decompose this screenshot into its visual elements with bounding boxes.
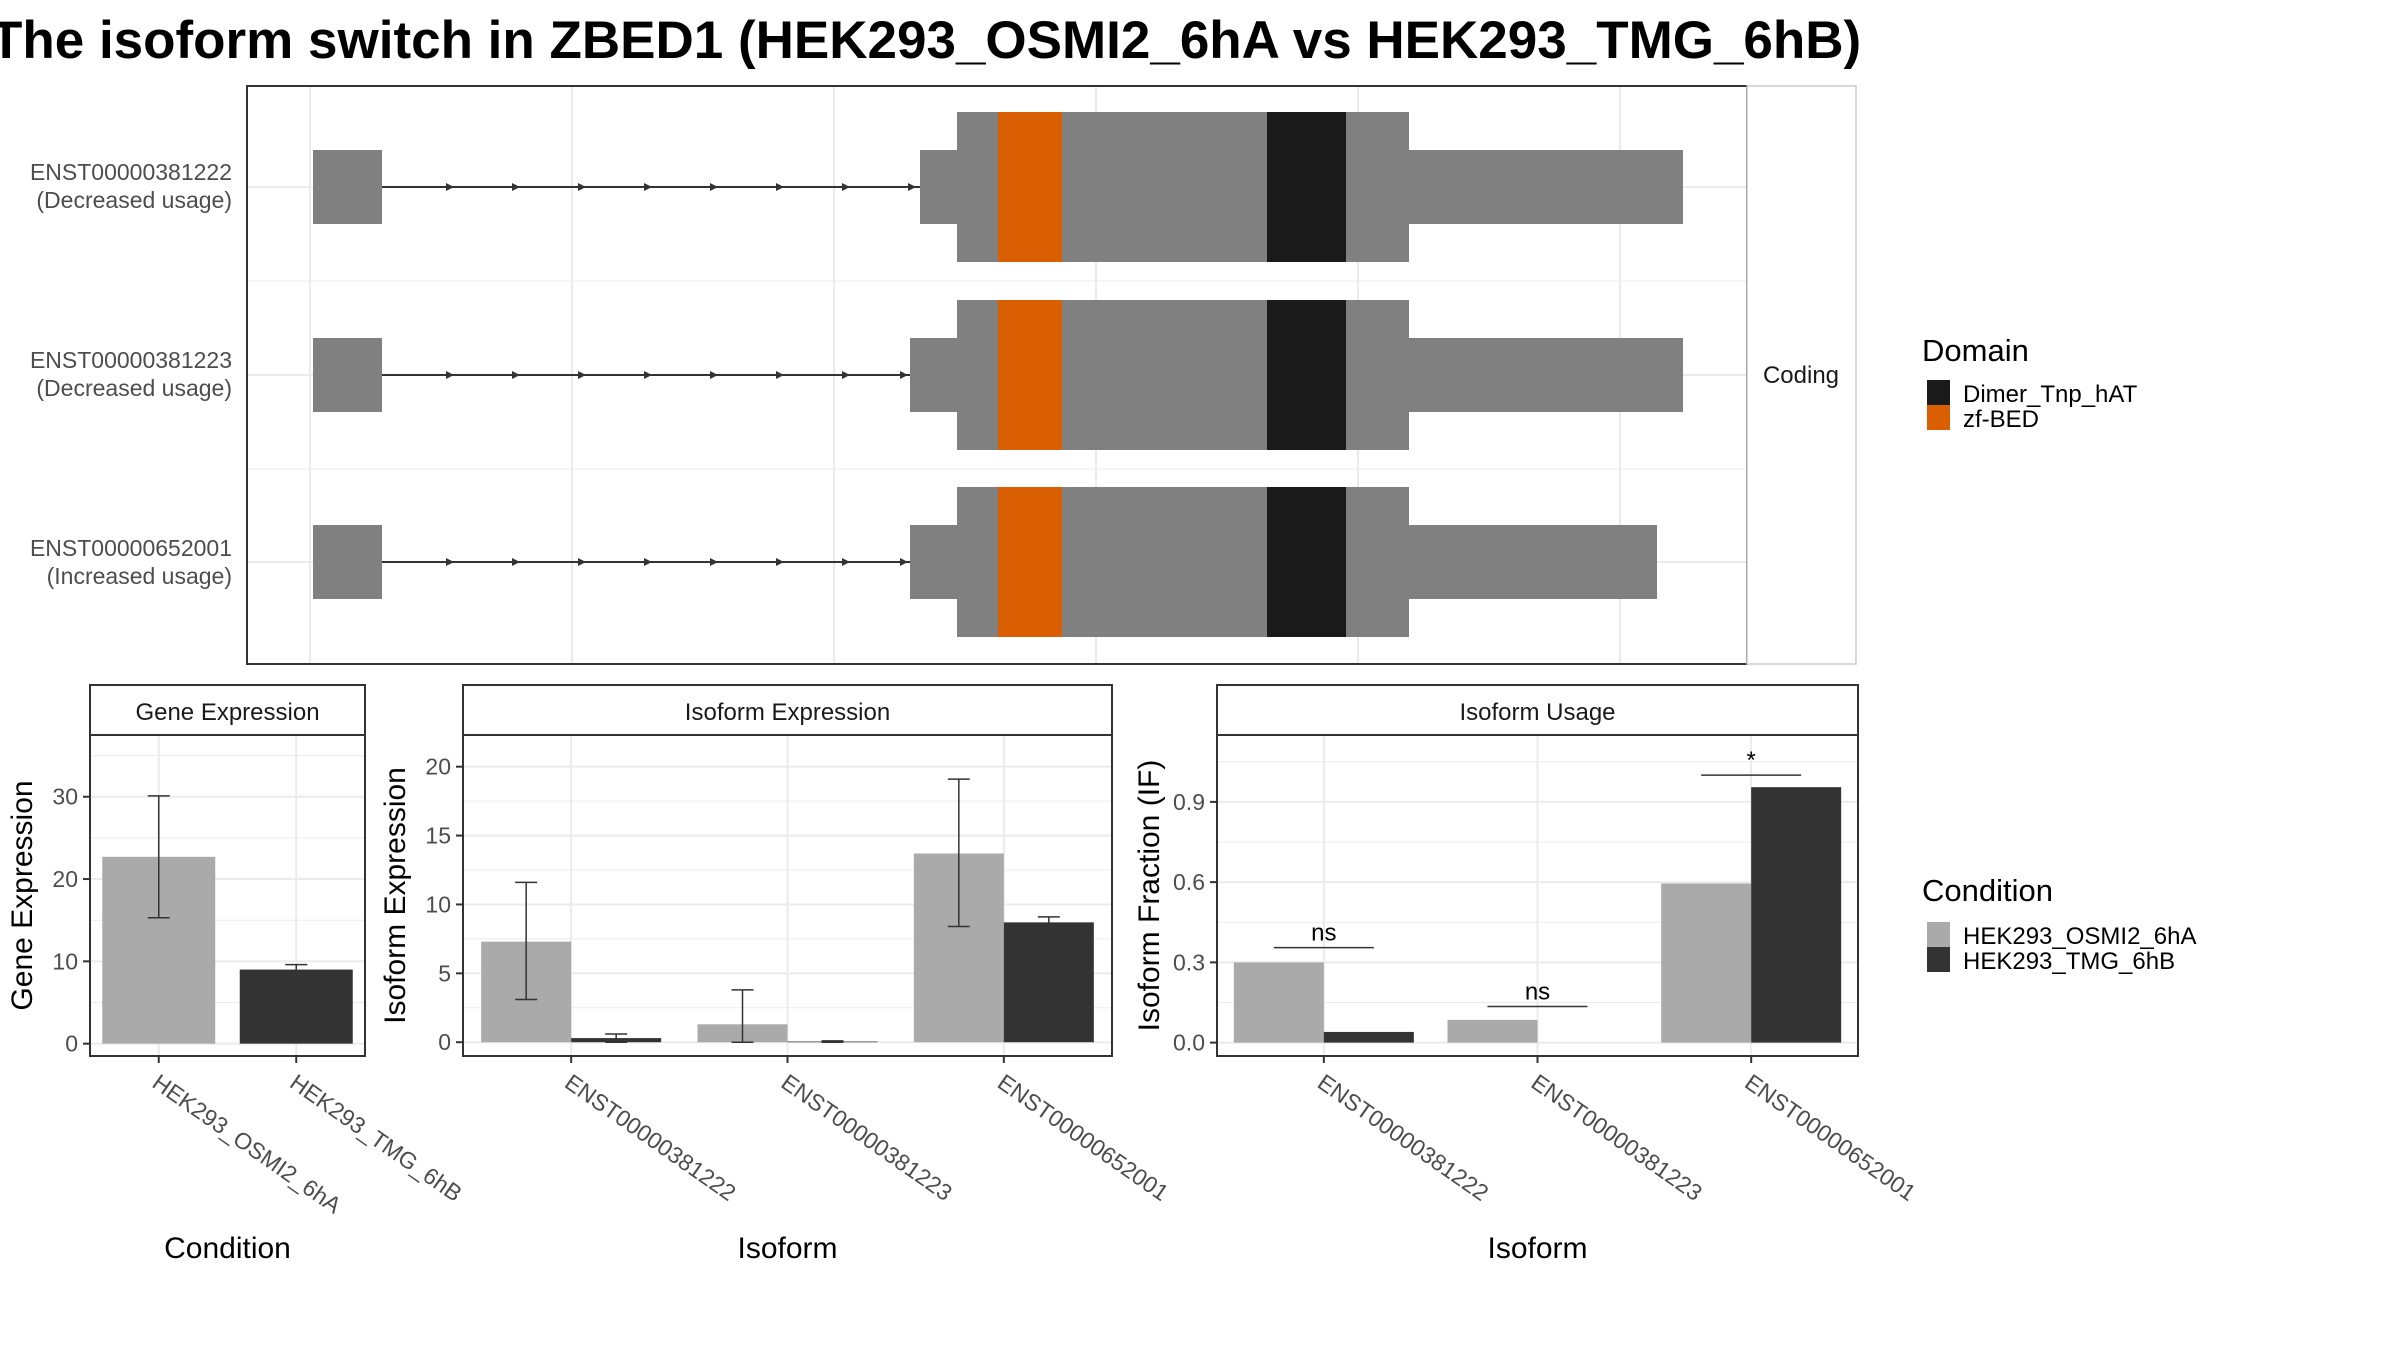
bar-ENST00000381223-HEK293_OSMI2_6hA [1447, 1019, 1538, 1043]
legend-key-dimer [1927, 380, 1950, 405]
facet-strip-label: Gene Expression [135, 699, 319, 726]
transcript-label-usage: (Decreased usage) [36, 375, 232, 401]
x-tick-label: ENST00000381223 [1527, 1069, 1707, 1206]
x-axis-title: Condition [164, 1232, 291, 1265]
zf-bed-domain [998, 487, 1062, 637]
x-tick-label: ENST00000381222 [560, 1069, 740, 1206]
transcript-label-id: ENST00000652001 [30, 535, 232, 561]
y-tick-label: 0.3 [1173, 949, 1205, 975]
bar-ENST00000381222-HEK293_TMG_6hB [1323, 1031, 1414, 1043]
transcript-label-usage: (Decreased usage) [36, 187, 232, 213]
structure-panel: Coding ENST00000381222 (Decreased usage)… [30, 85, 1857, 665]
intron-arrows [446, 371, 908, 379]
bar-ENST00000652001-HEK293_TMG_6hB [1003, 922, 1094, 1043]
zf-bed-domain [998, 112, 1062, 262]
transcript-ENST00000381222 [313, 112, 1683, 262]
y-axis-title: Isoform Expression [379, 767, 412, 1024]
facet-strip-label: Isoform Usage [1459, 699, 1615, 726]
facet-label-coding: Coding [1763, 362, 1839, 389]
y-tick-label: 20 [425, 754, 451, 780]
significance-label: ns [1525, 979, 1550, 1006]
x-tick-label: ENST00000652001 [993, 1069, 1173, 1206]
bar-ENST00000652001-HEK293_TMG_6hB [1751, 787, 1842, 1043]
x-tick-label: ENST00000381222 [1313, 1069, 1493, 1206]
facet-strip-label: Isoform Expression [685, 699, 890, 726]
domain-legend-title: Domain [1922, 333, 2029, 368]
y-tick-label: 0.0 [1173, 1030, 1205, 1056]
utr-exon [910, 338, 957, 412]
y-tick-label: 5 [438, 960, 451, 986]
x-tick-label: ENST00000652001 [1740, 1069, 1920, 1206]
utr-exon [1409, 525, 1657, 599]
dimer-tnp-hat-domain [1267, 300, 1346, 450]
x-tick-label: ENST00000381223 [777, 1069, 957, 1206]
structure-facet-strip [1746, 85, 1857, 665]
dimer-tnp-hat-domain [1267, 112, 1346, 262]
transcript-label-id: ENST00000381223 [30, 347, 232, 373]
x-axis-title: Isoform [1487, 1232, 1587, 1265]
legend-label-osmi: HEK293_OSMI2_6hA [1963, 923, 2196, 950]
y-tick-label: 10 [425, 891, 451, 917]
bar-ENST00000652001-HEK293_OSMI2_6hA [1661, 883, 1752, 1043]
legend-key-osmi [1927, 922, 1950, 947]
intron-arrows [446, 183, 916, 191]
facet-strip [1216, 684, 1859, 736]
y-axis-title: Gene Expression [6, 780, 39, 1010]
x-axis-title: Isoform [737, 1232, 837, 1265]
condition-legend: Condition HEK293_OSMI2_6hA HEK293_TMG_6h… [1922, 873, 2196, 975]
y-tick-label: 0.9 [1173, 789, 1205, 815]
y-tick-label: 0 [438, 1029, 451, 1055]
utr-exon [1409, 150, 1683, 224]
figure-title: The isoform switch in ZBED1 (HEK293_OSMI… [0, 11, 1861, 70]
bar-HEK293_TMG_6hB [239, 969, 353, 1044]
facet-strip [89, 684, 366, 736]
legend-label-tmg: HEK293_TMG_6hB [1963, 948, 2175, 975]
legend-key-tmg [1927, 947, 1950, 972]
transcript-ENST00000652001 [313, 487, 1657, 637]
legend-label-zfbed: zf-BED [1963, 406, 2039, 433]
y-tick-label: 10 [52, 948, 78, 974]
transcript-label-id: ENST00000381222 [30, 159, 232, 185]
y-tick-label: 30 [52, 784, 78, 810]
legend-key-zfbed [1927, 405, 1950, 430]
y-tick-label: 0 [65, 1031, 78, 1057]
transcript-ENST00000381223 [313, 300, 1683, 450]
isoform-usage-panel: ns ns * Isoform Usage 0.0 0.3 0.6 0.9 ENST000003… [1133, 684, 1921, 1265]
significance-label: ns [1311, 920, 1336, 947]
domain-legend: Domain Dimer_Tnp_hAT zf-BED [1922, 333, 2138, 433]
y-tick-label: 0.6 [1173, 869, 1205, 895]
y-tick-label: 15 [425, 823, 451, 849]
utr-exon [1409, 338, 1683, 412]
y-axis-title: Isoform Fraction (IF) [1133, 760, 1166, 1032]
significance-label: * [1746, 747, 1755, 774]
utr-exon [313, 150, 382, 224]
isoform-expression-panel: Isoform Expression 0 5 10 15 20 ENST0000038122… [379, 684, 1173, 1265]
facet-strip [462, 684, 1113, 736]
intron-arrows [446, 558, 908, 566]
utr-exon [313, 525, 382, 599]
y-tick-label: 20 [52, 866, 78, 892]
bar-ENST00000381222-HEK293_OSMI2_6hA [1233, 962, 1324, 1043]
utr-exon [910, 525, 957, 599]
legend-label-dimer: Dimer_Tnp_hAT [1963, 381, 2138, 408]
utr-exon [313, 338, 382, 412]
utr-exon [920, 150, 957, 224]
dimer-tnp-hat-domain [1267, 487, 1346, 637]
transcript-label-usage: (Increased usage) [47, 563, 232, 589]
condition-legend-title: Condition [1922, 873, 2053, 908]
zf-bed-domain [998, 300, 1062, 450]
